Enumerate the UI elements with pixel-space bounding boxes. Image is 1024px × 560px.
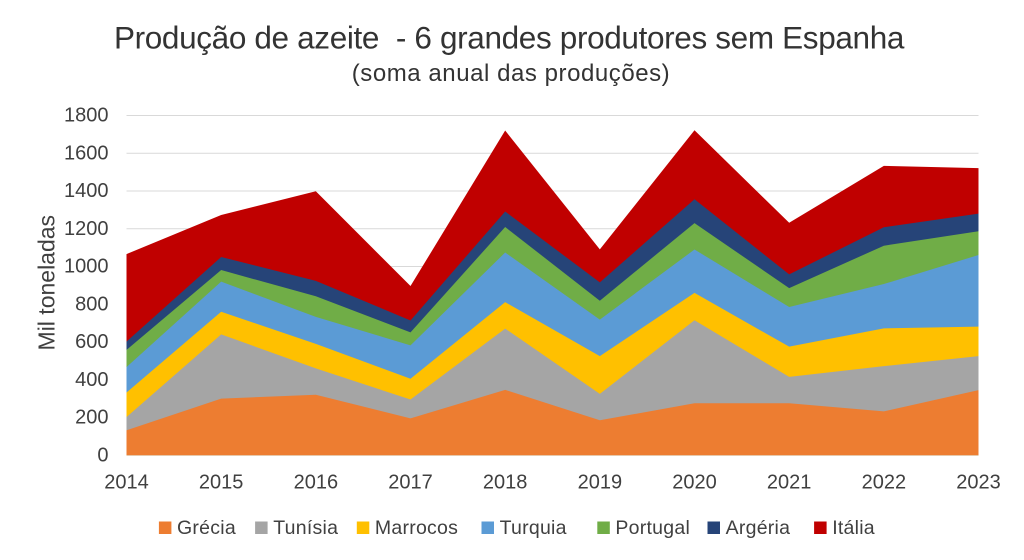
svg-text:1400: 1400	[64, 180, 109, 202]
svg-text:800: 800	[75, 293, 108, 315]
svg-text:2019: 2019	[578, 472, 623, 494]
svg-text:2014: 2014	[104, 472, 149, 494]
svg-text:1000: 1000	[64, 256, 109, 278]
svg-text:200: 200	[75, 407, 108, 429]
svg-text:400: 400	[75, 369, 108, 391]
svg-text:(soma anual das produções): (soma anual das produções)	[352, 60, 670, 87]
svg-text:Portugal: Portugal	[615, 517, 690, 539]
svg-text:1200: 1200	[64, 218, 109, 240]
svg-text:2016: 2016	[294, 472, 339, 494]
svg-text:2018: 2018	[483, 472, 528, 494]
svg-text:2015: 2015	[199, 472, 244, 494]
svg-text:1800: 1800	[64, 105, 109, 127]
svg-text:2020: 2020	[672, 472, 717, 494]
svg-text:Turquia: Turquia	[500, 517, 567, 539]
svg-text:2021: 2021	[767, 472, 812, 494]
svg-text:2017: 2017	[388, 472, 433, 494]
svg-text:0: 0	[97, 444, 108, 466]
svg-text:Tunísia: Tunísia	[273, 517, 338, 539]
svg-text:600: 600	[75, 331, 108, 353]
svg-text:Argéria: Argéria	[726, 517, 791, 539]
svg-text:2022: 2022	[862, 472, 907, 494]
svg-text:Produção de azeite - 6 grande: Produção de azeite - 6 grandes produtore…	[114, 19, 905, 55]
svg-text:1600: 1600	[64, 142, 109, 164]
svg-text:Grécia: Grécia	[177, 517, 236, 539]
svg-text:Mil toneladas: Mil toneladas	[34, 215, 60, 351]
svg-text:2023: 2023	[956, 472, 1001, 494]
svg-text:Itália: Itália	[832, 517, 875, 539]
svg-text:Marrocos: Marrocos	[375, 517, 458, 539]
